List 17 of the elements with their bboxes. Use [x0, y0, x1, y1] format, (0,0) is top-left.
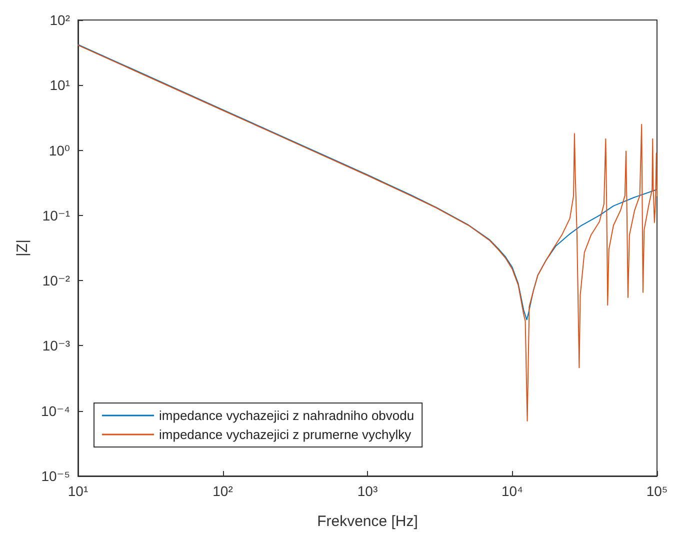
y-tick-label: 10⁻⁴	[41, 402, 70, 419]
x-tick-label: 10¹	[68, 483, 88, 499]
x-tick-label: 10⁴	[501, 483, 524, 499]
y-tick-label: 10²	[50, 12, 70, 28]
y-tick-label: 10⁻¹	[42, 207, 70, 224]
y-axis-title: |Z|	[14, 240, 32, 256]
y-tick-label: 10⁻³	[42, 338, 70, 354]
legend-label: impedance vychazejici z nahradniho obvodu	[159, 408, 414, 423]
x-tick-label: 10⁵	[646, 483, 668, 499]
y-tick-label: 10⁰	[48, 142, 70, 158]
y-tick-label: 10⁻²	[42, 272, 70, 289]
y-tick-label: 10⁻⁵	[41, 468, 70, 484]
x-tick-label: 10²	[212, 483, 234, 499]
x-tick-label: 10³	[357, 483, 378, 499]
legend-label: impedance vychazejici z prumerne vychylky	[159, 427, 412, 442]
y-tick-label: 10¹	[50, 77, 70, 94]
x-axis-title: Frekvence [Hz]	[317, 513, 418, 530]
